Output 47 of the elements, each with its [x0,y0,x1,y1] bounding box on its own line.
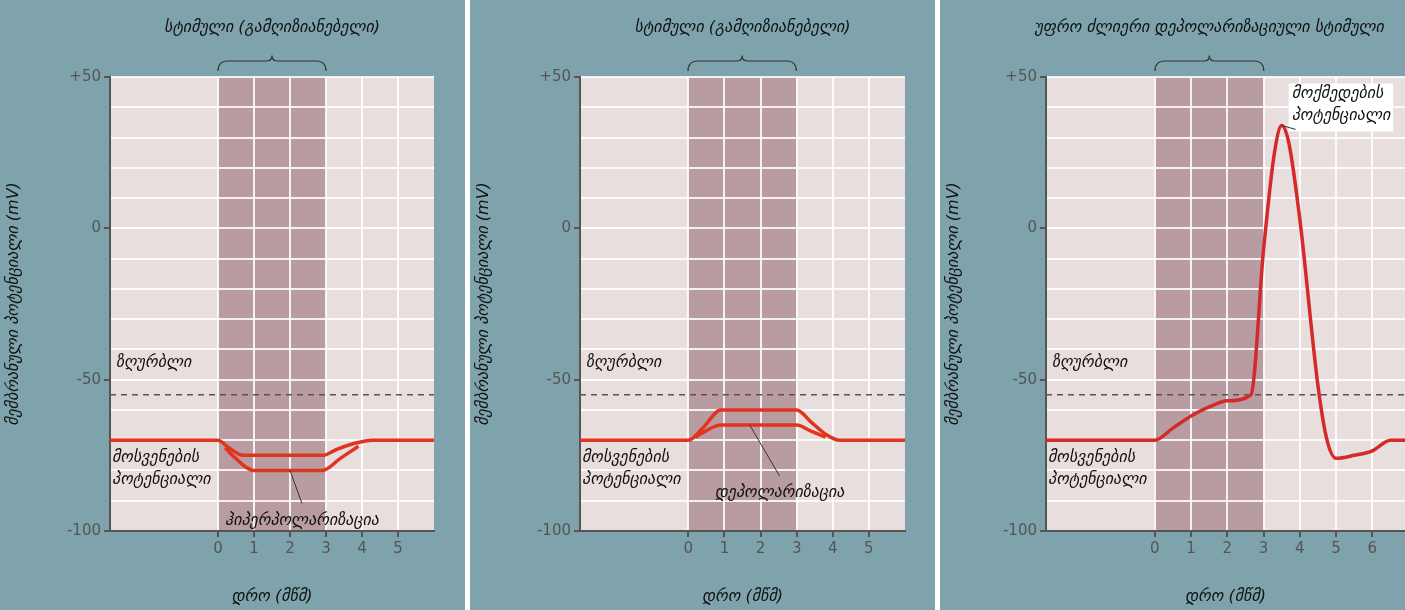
x-tick-label: 4 [1295,538,1305,557]
y-axis-title: მემბრანული პოტენციალი (mV) [2,182,22,426]
y-tick-label: -100 [536,520,571,539]
x-tick-label: 4 [357,538,367,557]
x-tick-label: 4 [828,538,838,557]
y-tick-label: 0 [91,218,101,237]
x-tick-label: 2 [755,538,766,557]
x-tick-label: 0 [1150,538,1160,557]
x-tick-label: 5 [1331,538,1341,557]
annotation: მოსვენების პოტენციალი [1048,447,1149,489]
y-tick-label: +50 [1005,66,1037,85]
y-tick-label: -50 [1012,369,1037,388]
y-tick-label: -100 [66,520,101,539]
x-tick-label: 3 [791,538,802,557]
ref-line-label: ზღურბლი [1052,351,1129,371]
x-tick-label: 1 [249,538,259,557]
y-tick-label: -100 [1002,520,1037,539]
x-tick-label: 0 [213,538,223,557]
x-tick-label: 1 [1186,538,1196,557]
y-tick-label: +50 [69,66,101,85]
y-tick-label: +50 [539,66,571,85]
annotation: მოქმედების პოტენციალი [1291,82,1392,124]
x-tick-label: 6 [1367,538,1378,557]
ref-line-label: ზღურბლი [116,351,193,371]
y-tick-label: -50 [76,369,101,388]
x-tick-label: 3 [321,538,331,557]
y-tick-label: 0 [561,218,571,237]
x-axis-title: დრო (მწმ) [231,585,313,605]
ref-line-label: ზღურბლი [586,351,663,371]
chart-title: სტიმული (გამღიზიანებელი) [164,17,380,37]
chart-title: სტიმული (გამღიზიანებელი) [634,17,851,37]
y-axis-title: მემბრანული პოტენციალი (mV) [472,182,492,426]
x-tick-label: 2 [285,538,295,557]
x-axis-title: დრო (მწმ) [702,585,783,605]
y-axis-title: მემბრანული პოტენციალი (mV) [942,182,962,426]
x-tick-label: 0 [683,538,694,557]
annotation: მოსვენების პოტენციალი [112,447,213,489]
x-tick-label: 3 [1258,538,1269,557]
x-tick-label: 5 [864,538,874,557]
x-tick-label: 2 [1222,538,1233,557]
annotation: მოსვენების პოტენციალი [582,447,683,489]
x-tick-label: 1 [719,538,730,557]
y-tick-label: 0 [1027,218,1037,237]
x-tick-label: 5 [393,538,403,557]
y-tick-label: -50 [546,369,571,388]
x-axis-title: დრო (მწმ) [1185,585,1266,605]
chart-title: უფრო ძლიერი დეპოლარიზაციული სტიმული [1033,17,1386,37]
